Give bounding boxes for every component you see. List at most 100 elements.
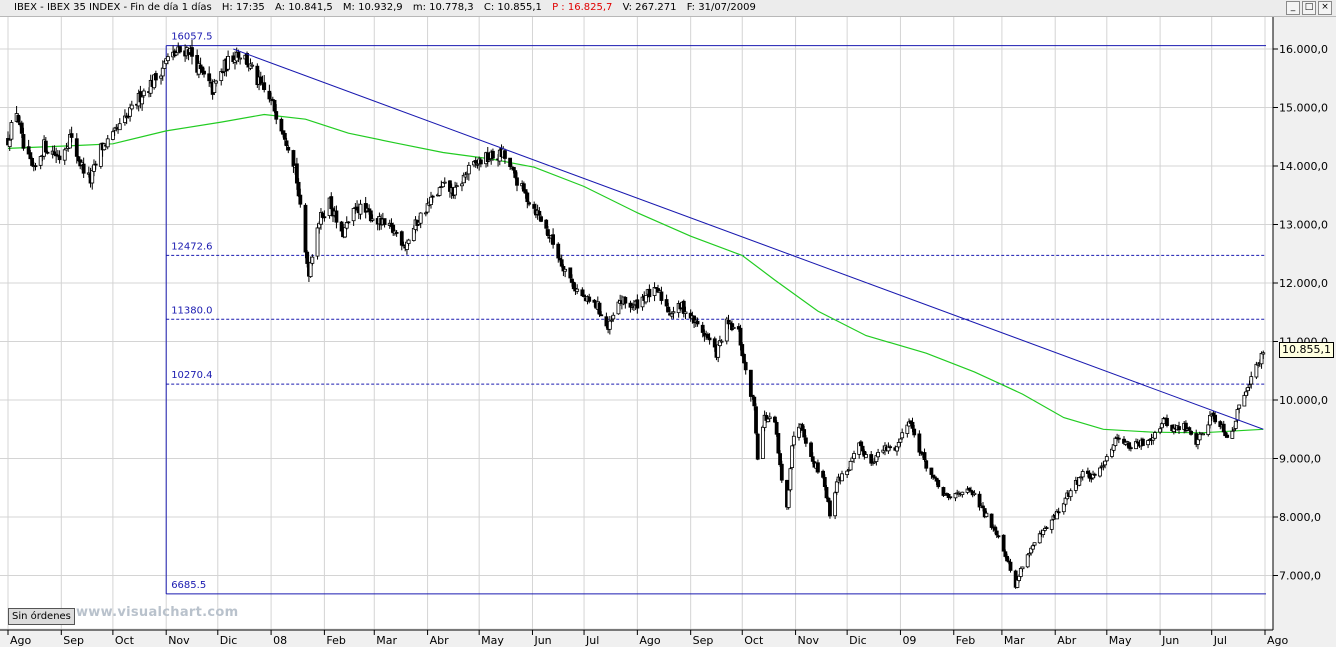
candle bbox=[406, 238, 411, 246]
plot-area[interactable] bbox=[0, 17, 1273, 628]
candle bbox=[575, 284, 580, 295]
high-field: M: 10.932,9 bbox=[342, 2, 403, 13]
candle bbox=[1068, 488, 1073, 501]
date-field: F: 31/07/2009 bbox=[686, 2, 756, 13]
candle bbox=[833, 490, 838, 520]
candle bbox=[1098, 467, 1102, 478]
candle bbox=[659, 286, 664, 305]
candle bbox=[166, 53, 170, 65]
time-tick-label: Ago bbox=[10, 634, 32, 647]
candle bbox=[1213, 411, 1218, 425]
close-field: C: 10.855,1 bbox=[483, 2, 542, 13]
candle bbox=[731, 323, 736, 329]
price-tick-label: 12.000,0 bbox=[1279, 277, 1328, 290]
candle bbox=[755, 432, 760, 461]
time-tick-label: Abr bbox=[1057, 634, 1077, 647]
candle bbox=[527, 201, 531, 207]
candle bbox=[840, 470, 844, 482]
candle bbox=[960, 491, 965, 498]
candle bbox=[788, 466, 793, 492]
candle bbox=[437, 187, 442, 197]
p-field: P : 16.825,7 bbox=[552, 2, 613, 13]
candles bbox=[6, 39, 1266, 589]
time-tick-label: Sep bbox=[63, 634, 84, 647]
candle bbox=[1116, 434, 1121, 444]
candle bbox=[611, 312, 616, 322]
candle bbox=[597, 301, 602, 317]
candle bbox=[936, 478, 941, 489]
retracement-label: 11380.0 bbox=[171, 305, 212, 316]
retracement-levels: 16057.5 12472.6 11380.0 10270.4 6685.5 bbox=[165, 32, 1266, 595]
candle bbox=[1092, 472, 1097, 478]
candle bbox=[754, 403, 758, 436]
candle bbox=[214, 79, 218, 87]
candle bbox=[848, 460, 853, 471]
candle bbox=[322, 210, 327, 222]
candle bbox=[418, 212, 423, 229]
price-tick-label: 14.000,0 bbox=[1279, 160, 1328, 173]
candle bbox=[1189, 430, 1193, 436]
moving-average bbox=[7, 113, 1264, 434]
candle bbox=[1049, 519, 1054, 534]
trend-line bbox=[233, 48, 1264, 430]
price-tick-label: 15.000,0 bbox=[1279, 102, 1328, 115]
candle bbox=[1177, 421, 1181, 434]
time-tick-label: Dic bbox=[220, 634, 238, 647]
candle bbox=[129, 100, 134, 111]
candle bbox=[178, 46, 182, 54]
candle bbox=[1237, 404, 1242, 414]
candle bbox=[1056, 507, 1061, 516]
candle bbox=[430, 194, 435, 203]
candle bbox=[1020, 566, 1025, 572]
candle bbox=[105, 134, 110, 150]
candle bbox=[671, 306, 676, 319]
candle bbox=[466, 162, 471, 181]
candle bbox=[551, 228, 556, 249]
candle bbox=[779, 460, 784, 483]
time-tick-label: Sep bbox=[693, 634, 714, 647]
price-tick-label: 16.000,0 bbox=[1279, 43, 1328, 56]
candle bbox=[1044, 526, 1049, 530]
candle bbox=[1187, 426, 1192, 432]
time-axis[interactable]: Ago Sep Oct Nov Dic 08 Feb Mar Abr May Jun Jul Ago Se… bbox=[7, 630, 1289, 647]
quote-info-bar: IBEX - IBEX 35 INDEX - Fin de día 1 días… bbox=[0, 0, 1336, 17]
candle bbox=[647, 284, 652, 303]
candle bbox=[776, 433, 781, 455]
time-tick-label: Ago bbox=[1267, 634, 1289, 647]
close-button[interactable]: × bbox=[1318, 1, 1332, 15]
time-tick-label: Feb bbox=[326, 634, 345, 647]
price-axis[interactable]: 7.000,08.000,09.000,010.000,011.000,012.… bbox=[1273, 43, 1328, 583]
symbol-label: IBEX - IBEX 35 INDEX - Fin de día 1 días bbox=[14, 2, 212, 13]
time-tick-label: Abr bbox=[430, 634, 450, 647]
candle bbox=[9, 119, 14, 141]
candle bbox=[845, 470, 850, 478]
candle bbox=[791, 431, 796, 449]
candle bbox=[382, 218, 387, 228]
time-tick-label: Jul bbox=[1213, 634, 1227, 647]
candle bbox=[539, 214, 543, 223]
price-tick-label: 13.000,0 bbox=[1279, 219, 1328, 232]
price-tick-label: 7.000,0 bbox=[1279, 570, 1321, 583]
window-controls: _ □ × bbox=[1286, 1, 1332, 15]
candle bbox=[394, 230, 399, 237]
time-tick-label: Nov bbox=[168, 634, 190, 647]
candle bbox=[707, 333, 712, 345]
candle bbox=[1249, 371, 1254, 389]
time-tick-label: Ago bbox=[639, 634, 661, 647]
candle bbox=[190, 39, 194, 65]
candle bbox=[996, 534, 1001, 539]
sin-ordenes-button[interactable]: Sin órdenes bbox=[8, 608, 75, 625]
candle bbox=[1233, 420, 1238, 430]
candle bbox=[898, 438, 903, 447]
minimize-button[interactable]: _ bbox=[1286, 1, 1300, 15]
candle bbox=[153, 70, 158, 87]
candle bbox=[454, 182, 459, 188]
maximize-button[interactable]: □ bbox=[1302, 1, 1316, 15]
time-tick-label: Oct bbox=[744, 634, 764, 647]
candle bbox=[635, 294, 640, 314]
open-field: A: 10.841,5 bbox=[274, 2, 333, 13]
volume-field: V: 267.271 bbox=[622, 2, 677, 13]
time-tick-label: 09 bbox=[902, 634, 916, 647]
candle bbox=[370, 214, 375, 223]
